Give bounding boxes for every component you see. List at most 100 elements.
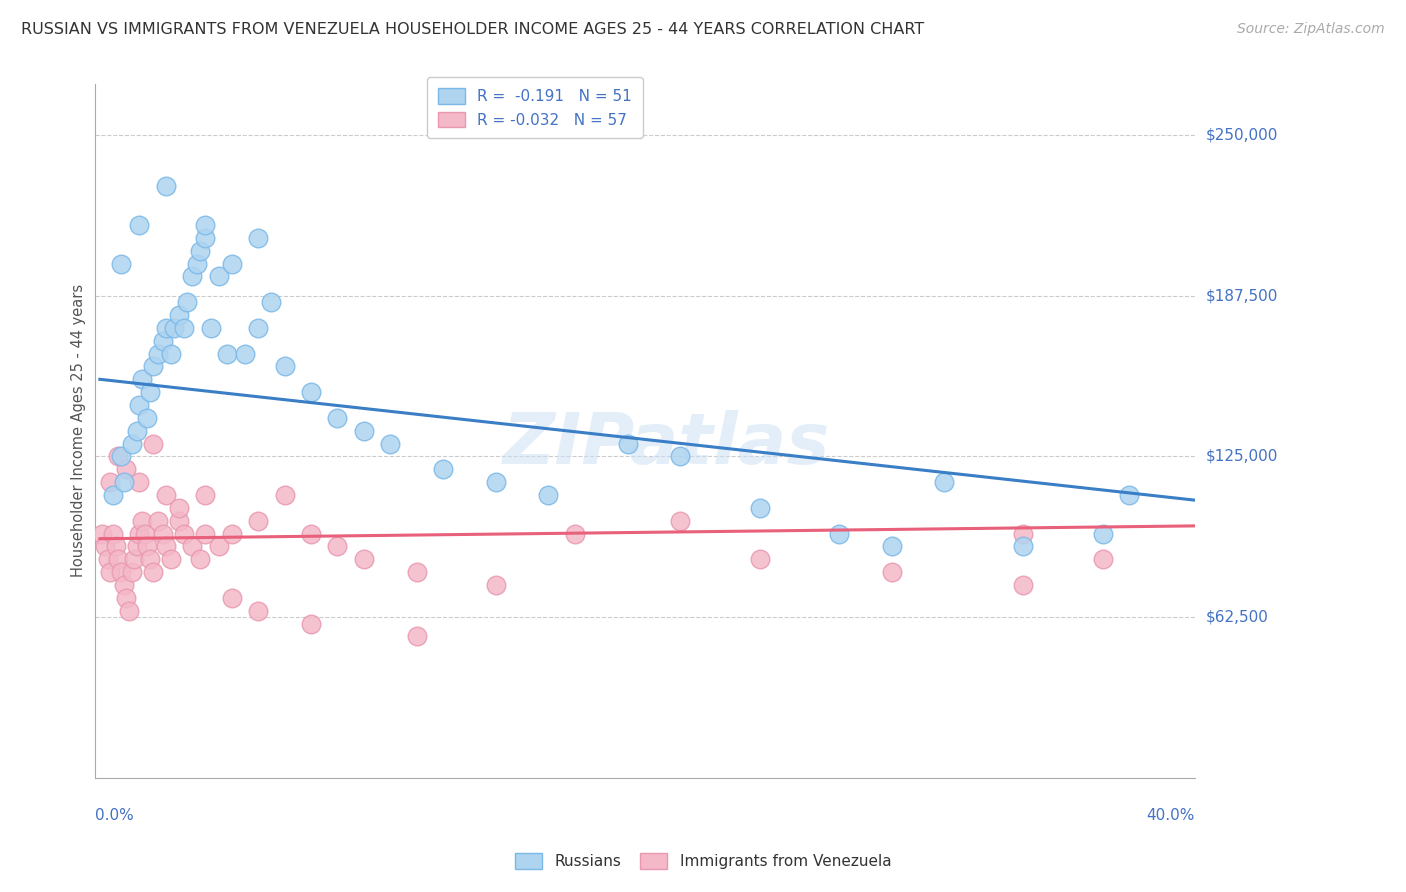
Point bbox=[828, 526, 851, 541]
Point bbox=[173, 526, 195, 541]
Point bbox=[125, 540, 148, 554]
Point bbox=[273, 488, 295, 502]
Point bbox=[194, 488, 217, 502]
Point bbox=[167, 308, 190, 322]
Point bbox=[163, 321, 186, 335]
Point bbox=[101, 526, 124, 541]
Point bbox=[107, 450, 129, 464]
Point bbox=[122, 552, 145, 566]
Point bbox=[155, 488, 177, 502]
Point bbox=[107, 552, 129, 566]
Point bbox=[934, 475, 956, 490]
Point bbox=[564, 526, 586, 541]
Point bbox=[207, 269, 229, 284]
Point bbox=[485, 475, 508, 490]
Point bbox=[432, 462, 454, 476]
Text: Source: ZipAtlas.com: Source: ZipAtlas.com bbox=[1237, 22, 1385, 37]
Point bbox=[94, 540, 117, 554]
Point bbox=[186, 256, 208, 270]
Point bbox=[353, 552, 375, 566]
Point bbox=[194, 218, 217, 232]
Point bbox=[221, 256, 243, 270]
Point bbox=[207, 540, 229, 554]
Point bbox=[326, 410, 349, 425]
Point bbox=[152, 526, 174, 541]
Point bbox=[273, 359, 295, 374]
Point bbox=[1118, 488, 1140, 502]
Point bbox=[1091, 552, 1114, 566]
Point bbox=[134, 526, 156, 541]
Point bbox=[97, 552, 120, 566]
Point bbox=[146, 346, 169, 360]
Point bbox=[121, 436, 143, 450]
Legend: Russians, Immigrants from Venezuela: Russians, Immigrants from Venezuela bbox=[509, 847, 897, 875]
Point bbox=[115, 591, 138, 605]
Point bbox=[194, 231, 217, 245]
Point bbox=[115, 462, 138, 476]
Point bbox=[233, 346, 256, 360]
Point bbox=[1012, 578, 1035, 592]
Point bbox=[91, 526, 114, 541]
Point bbox=[125, 424, 148, 438]
Y-axis label: Householder Income Ages 25 - 44 years: Householder Income Ages 25 - 44 years bbox=[72, 285, 86, 577]
Point bbox=[128, 475, 150, 490]
Point bbox=[1012, 526, 1035, 541]
Point bbox=[128, 218, 150, 232]
Point bbox=[146, 514, 169, 528]
Text: $125,000: $125,000 bbox=[1206, 449, 1278, 464]
Point bbox=[136, 540, 159, 554]
Point bbox=[167, 500, 190, 515]
Point bbox=[139, 385, 162, 400]
Text: $250,000: $250,000 bbox=[1206, 128, 1278, 143]
Point bbox=[260, 295, 283, 310]
Point bbox=[142, 565, 165, 579]
Point bbox=[155, 540, 177, 554]
Point bbox=[104, 540, 127, 554]
Point bbox=[155, 321, 177, 335]
Point bbox=[118, 604, 141, 618]
Point bbox=[1091, 526, 1114, 541]
Text: 40.0%: 40.0% bbox=[1147, 808, 1195, 823]
Point bbox=[160, 346, 183, 360]
Point bbox=[152, 334, 174, 348]
Point bbox=[112, 475, 135, 490]
Text: $62,500: $62,500 bbox=[1206, 610, 1270, 624]
Point bbox=[1012, 540, 1035, 554]
Text: 0.0%: 0.0% bbox=[94, 808, 134, 823]
Point bbox=[100, 475, 122, 490]
Point bbox=[188, 552, 211, 566]
Point bbox=[247, 514, 270, 528]
Point bbox=[139, 552, 162, 566]
Point bbox=[247, 604, 270, 618]
Text: ZIPatlas: ZIPatlas bbox=[503, 410, 831, 479]
Point bbox=[221, 591, 243, 605]
Point bbox=[326, 540, 349, 554]
Point bbox=[299, 526, 322, 541]
Point bbox=[215, 346, 238, 360]
Point bbox=[128, 398, 150, 412]
Point bbox=[131, 372, 153, 386]
Point bbox=[194, 526, 217, 541]
Point bbox=[131, 514, 153, 528]
Text: RUSSIAN VS IMMIGRANTS FROM VENEZUELA HOUSEHOLDER INCOME AGES 25 - 44 YEARS CORRE: RUSSIAN VS IMMIGRANTS FROM VENEZUELA HOU… bbox=[21, 22, 924, 37]
Point bbox=[880, 540, 903, 554]
Point bbox=[100, 565, 122, 579]
Point bbox=[616, 436, 638, 450]
Point bbox=[181, 269, 204, 284]
Point bbox=[160, 552, 183, 566]
Point bbox=[353, 424, 375, 438]
Point bbox=[142, 436, 165, 450]
Point bbox=[748, 500, 770, 515]
Point bbox=[176, 295, 198, 310]
Point bbox=[155, 179, 177, 194]
Point bbox=[110, 256, 132, 270]
Point bbox=[167, 514, 190, 528]
Legend: R =  -0.191   N = 51, R = -0.032   N = 57: R = -0.191 N = 51, R = -0.032 N = 57 bbox=[427, 78, 643, 138]
Point bbox=[110, 565, 132, 579]
Point bbox=[880, 565, 903, 579]
Point bbox=[142, 359, 165, 374]
Point bbox=[405, 630, 427, 644]
Point bbox=[121, 565, 143, 579]
Point bbox=[405, 565, 427, 579]
Point bbox=[200, 321, 222, 335]
